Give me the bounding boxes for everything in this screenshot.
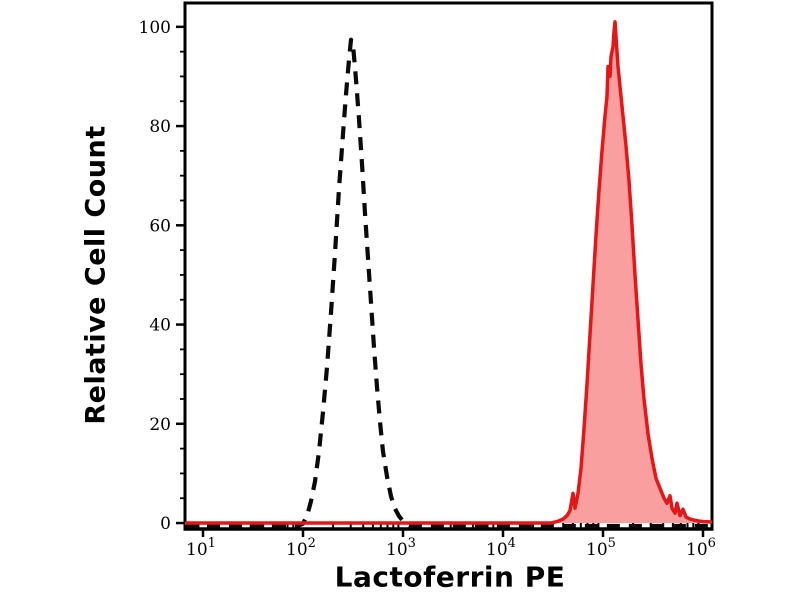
x-tick-label: 103 <box>386 536 416 560</box>
x-tick-label: 105 <box>586 536 616 560</box>
lactoferrin-pe-stained-fill <box>185 21 712 524</box>
x-tick-label: 102 <box>286 536 316 560</box>
y-tick-label: 80 <box>149 117 171 137</box>
y-ticks: 0 20 40 60 80 100 <box>139 18 185 534</box>
y-tick-label: 60 <box>149 216 171 236</box>
negative-control-curve <box>185 37 712 529</box>
y-tick-label: 100 <box>139 18 171 38</box>
y-tick-label: 0 <box>160 514 171 534</box>
y-tick-label: 20 <box>149 415 171 435</box>
x-tick-label: 101 <box>186 536 216 560</box>
x-axis-title: Lactoferrin PE <box>334 560 566 594</box>
x-major-ticks: 101 102 103 104 105 106 <box>186 529 716 560</box>
y-axis-title: Relative Cell Count <box>80 125 112 425</box>
lactoferrin-pe-stained-curve <box>185 20 713 525</box>
x-tick-label: 106 <box>686 536 716 560</box>
y-tick-label: 40 <box>149 316 171 336</box>
x-tick-label: 104 <box>486 536 516 560</box>
